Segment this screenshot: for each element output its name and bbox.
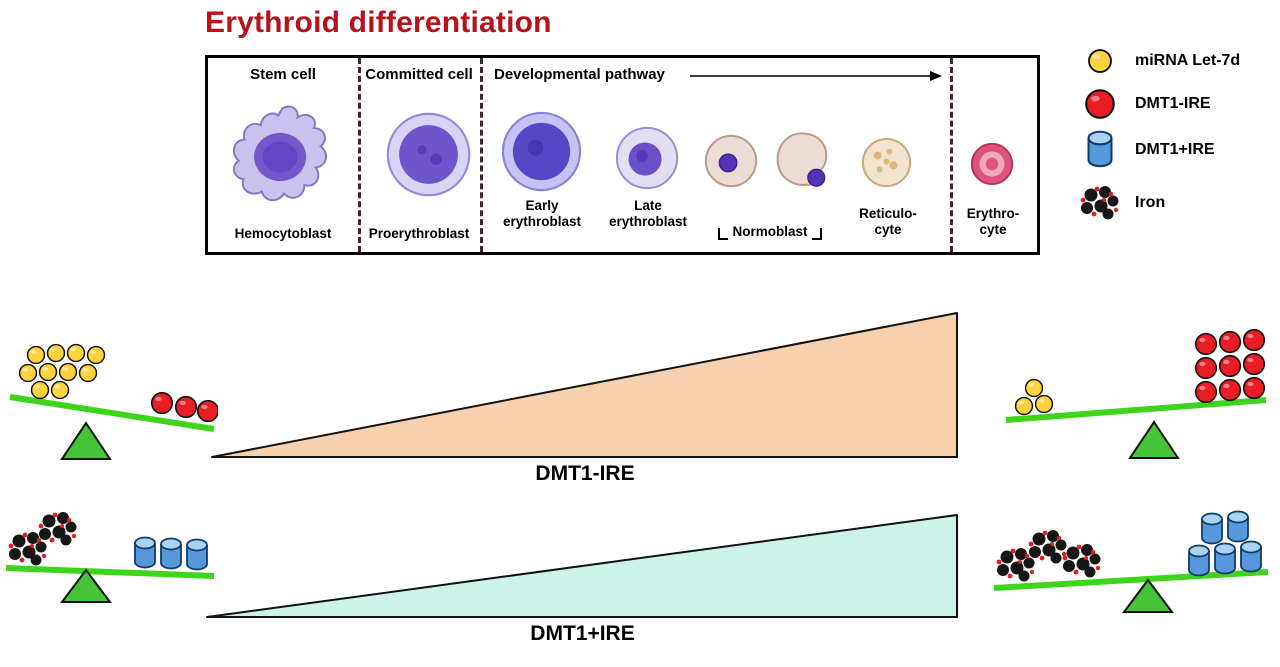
iron-cluster-group xyxy=(8,512,77,566)
label-normoblast-group: Normoblast xyxy=(696,224,844,241)
dmt1-plus-ire-cylinder-group xyxy=(1188,510,1262,577)
reticulocyte-cell-image xyxy=(861,137,912,188)
legend-label-mirna: miRNA Let-7d xyxy=(1135,52,1241,69)
pathway-box: Stem cell Committed cell Developmental p… xyxy=(205,55,1040,255)
label-reticulocyte: Reticulo- cyte xyxy=(859,206,917,238)
header-developmental-pathway: Developmental pathway xyxy=(494,66,665,83)
early-erythroblast-cell-image xyxy=(501,111,582,192)
seesaw-plank xyxy=(5,565,215,579)
mirna-ball-cluster xyxy=(1014,378,1054,416)
label-normoblast: Normoblast xyxy=(732,224,808,239)
seesaw-fulcrum xyxy=(1128,420,1180,459)
divider-stem-committed xyxy=(358,58,361,252)
legend-label-dmt1-ire: DMT1-IRE xyxy=(1135,95,1211,112)
late-erythroblast-cell-image xyxy=(615,126,679,190)
figure-title: Erythroid differentiation xyxy=(205,6,552,39)
legend-label-iron: Iron xyxy=(1135,194,1166,211)
proerythroblast-cell-image xyxy=(386,112,471,197)
dmt1-ire-ball-cluster xyxy=(150,391,218,423)
legend-item-iron: Iron xyxy=(1078,184,1165,222)
seesaw-bottom-left xyxy=(5,512,215,603)
dmt1-plus-ire-gradient-wedge xyxy=(206,514,958,618)
mirna-let7d-icon xyxy=(1078,48,1122,74)
legend-item-dmt1-ire: DMT1-IRE xyxy=(1078,88,1211,120)
label-hemocytoblast: Hemocytoblast xyxy=(234,226,332,241)
legend-label-dmt1-plus-ire: DMT1+IRE xyxy=(1135,140,1215,158)
label-proerythroblast: Proerythroblast xyxy=(368,226,470,241)
label-early-erythroblast: Early erythroblast xyxy=(502,198,582,230)
label-late-erythroblast: Late erythroblast xyxy=(608,198,688,230)
normoblast-bracket-right xyxy=(811,228,822,241)
dmt1-ire-ball-cluster xyxy=(1194,328,1266,404)
header-stem-cell: Stem cell xyxy=(250,66,316,83)
erythrocyte-cell-image xyxy=(970,142,1014,186)
seesaw-fulcrum xyxy=(60,568,112,603)
seesaw-plank xyxy=(9,394,215,432)
seesaw-top-right xyxy=(1005,328,1267,459)
divider-reticulocyte-erythrocyte xyxy=(950,58,953,252)
seesaw-plank xyxy=(1005,397,1267,423)
seesaw-top-left xyxy=(9,343,218,460)
iron-cluster-group xyxy=(996,530,1101,582)
dmt1-ire-icon xyxy=(1078,88,1122,120)
legend-item-mirna: miRNA Let-7d xyxy=(1078,48,1240,74)
divider-committed-dev xyxy=(480,58,483,252)
seesaw-fulcrum xyxy=(60,421,112,460)
seesaw-bottom-right xyxy=(993,510,1269,613)
header-committed-cell: Committed cell xyxy=(365,66,473,83)
dmt1-plus-ire-wedge-label: DMT1+IRE xyxy=(530,622,635,645)
hemocytoblast-cell-image xyxy=(232,105,328,202)
seesaw-plank xyxy=(993,569,1269,591)
dmt1-plus-ire-cylinder-group xyxy=(134,536,208,571)
iron-icon xyxy=(1078,184,1122,222)
normoblast-bracket-left xyxy=(718,228,729,241)
developmental-pathway-arrow-icon xyxy=(690,71,942,81)
legend-item-dmt1-plus-ire: DMT1+IRE xyxy=(1078,130,1215,169)
dmt1-ire-wedge-label: DMT1-IRE xyxy=(535,462,635,485)
mirna-ball-cluster xyxy=(18,343,106,400)
seesaw-fulcrum xyxy=(1122,578,1174,613)
normoblast-cell-image-2 xyxy=(776,132,828,187)
normoblast-cell-image-1 xyxy=(704,134,758,188)
label-erythrocyte: Erythro- cyte xyxy=(966,206,1020,238)
dmt1-plus-ire-icon xyxy=(1078,130,1122,169)
dmt1-ire-gradient-wedge xyxy=(211,312,958,458)
